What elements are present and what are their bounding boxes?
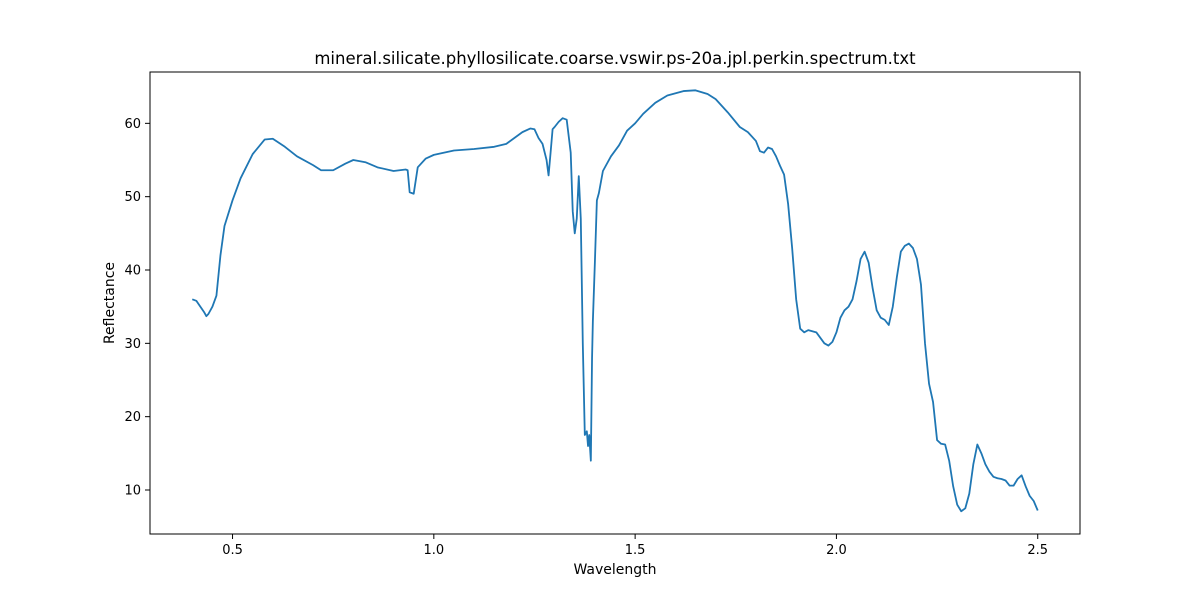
chart-title: mineral.silicate.phyllosilicate.coarse.v… [314,49,916,68]
plot-frame [149,71,1081,535]
x-tick-label: 2.0 [826,543,847,558]
y-axis-label: Reflectance [102,262,118,344]
x-axis-label: Wavelength [573,562,656,578]
x-tick-label: 1.5 [625,543,646,558]
y-axis: 10 20 30 40 50 60 [124,117,150,499]
x-tick-label: 1.0 [423,543,444,558]
y-tick-label: 10 [124,484,141,499]
plot-area [191,89,1039,513]
y-tick-label: 50 [124,190,141,205]
y-tick-label: 40 [124,264,141,279]
y-tick-label: 60 [124,117,141,132]
x-tick-label: 2.5 [1027,543,1048,558]
x-axis: 0.5 1.0 1.5 2.0 2.5 [222,534,1048,558]
x-tick-label: 0.5 [222,543,243,558]
spectrum-line-1 [191,89,1039,513]
y-tick-label: 20 [124,410,141,425]
y-tick-label: 30 [124,337,141,352]
